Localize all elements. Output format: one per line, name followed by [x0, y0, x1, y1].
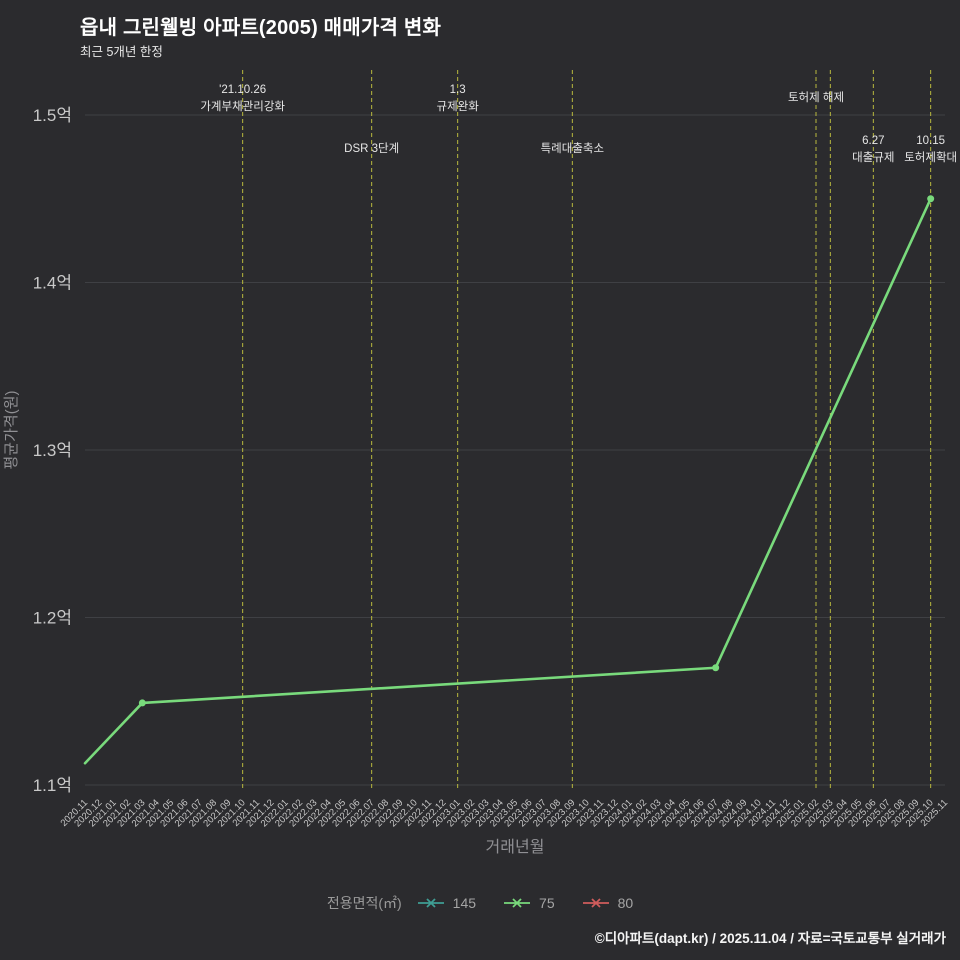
- event-label: 특례대출축소: [541, 142, 604, 155]
- data-point: [712, 664, 720, 672]
- legend-entry-label: 145: [452, 895, 477, 911]
- event-label: '21.10.26: [219, 84, 266, 96]
- y-axis-title: 평균가격(원): [3, 391, 20, 470]
- chart-title: 읍내 그린웰빙 아파트(2005) 매매가격 변화: [80, 17, 442, 39]
- legend: 전용면적(㎡) 145 75 80: [0, 893, 960, 913]
- event-label: 가계부채관리강화: [200, 100, 285, 113]
- source-credit: ©디아파트(dapt.kr) / 2025.11.04 / 자료=국토교통부 실…: [594, 931, 946, 946]
- event-label: 대출규제: [852, 151, 894, 164]
- y-tick-label: 1.5억: [33, 106, 72, 125]
- chart-subtitle: 최근 5개년 한정: [80, 45, 163, 59]
- legend-entry-145[interactable]: 145: [416, 895, 476, 911]
- event-label: 토허제확대: [904, 151, 957, 164]
- legend-entry-label: 80: [617, 895, 634, 911]
- price-trend-chart: 1.1억1.2억1.3억1.4억1.5억2020.112020.122021.0…: [3, 70, 957, 856]
- y-tick-label: 1.1억: [33, 776, 72, 795]
- event-label: 토허제 해제: [788, 91, 844, 104]
- legend-entry-80[interactable]: 80: [581, 895, 634, 911]
- data-point: [138, 699, 146, 707]
- legend-entry-75[interactable]: 75: [502, 895, 555, 911]
- legend-marker-icon: [417, 898, 444, 908]
- data-point: [927, 195, 935, 203]
- y-tick-label: 1.3억: [33, 441, 72, 460]
- event-label: 1.3: [450, 84, 466, 96]
- x-axis-title: 거래년월: [486, 838, 545, 856]
- event-label: 규제완화: [437, 100, 480, 113]
- legend-title: 전용면적(㎡): [326, 895, 402, 911]
- event-label: DSR 3단계: [344, 142, 399, 155]
- legend-marker-icon: [504, 898, 531, 908]
- legend-entries: 145 75 80: [416, 895, 634, 911]
- y-tick-label: 1.4억: [33, 274, 72, 293]
- legend-marker-icon: [582, 898, 609, 908]
- legend-entry-label: 75: [539, 895, 555, 911]
- series-line-75: [83, 197, 932, 765]
- event-label: 10.15: [916, 135, 945, 147]
- y-tick-label: 1.2억: [33, 609, 72, 628]
- event-label: 6.27: [862, 135, 884, 147]
